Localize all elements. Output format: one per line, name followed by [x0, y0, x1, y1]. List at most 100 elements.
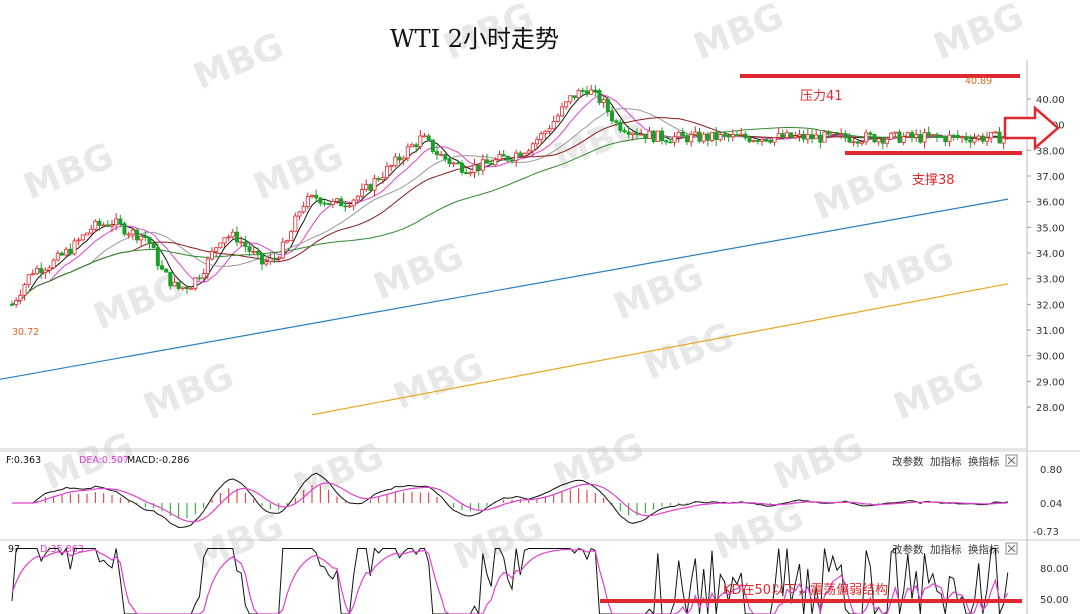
candle-body [351, 199, 356, 207]
watermark-text: MBG [858, 236, 959, 309]
candle-body [243, 241, 248, 248]
candle-body [710, 131, 715, 141]
candle-body [251, 251, 256, 253]
candle-body [164, 268, 169, 273]
candle-body [726, 134, 731, 138]
chart-title: WTI 2小时走势 [390, 25, 559, 53]
macd-btn-params[interactable]: 改参数 [892, 455, 924, 468]
candle-body [339, 198, 344, 207]
candle-body [255, 251, 260, 254]
candle-body [314, 194, 319, 199]
kd-btn-params[interactable]: 改参数 [892, 543, 924, 556]
candle-body [647, 130, 652, 139]
candle-body [614, 120, 619, 123]
ma-slow2-line [11, 117, 1008, 305]
watermark-text: MBG [808, 156, 909, 229]
candlesticks [9, 84, 1010, 308]
candle-body [801, 133, 806, 140]
candle-body [384, 166, 389, 178]
candle-body [297, 211, 302, 217]
candle-body [105, 224, 110, 227]
candle-body [60, 252, 65, 256]
candle-body [247, 246, 252, 252]
kd-lines [11, 547, 1009, 614]
high-price-label: 40.89 [965, 76, 992, 87]
watermark-text: MBG [248, 136, 349, 209]
candle-body [643, 133, 648, 139]
candle-body [914, 134, 919, 138]
candle-body [768, 140, 773, 143]
macd-btn-switch[interactable]: 换指标 [968, 455, 1000, 468]
candle-body [818, 134, 823, 143]
candle-body [851, 141, 856, 144]
candle-body [618, 121, 623, 131]
candle-body [47, 267, 52, 271]
candle-body [68, 248, 73, 255]
candle-body [401, 157, 406, 161]
candle-body [651, 130, 656, 143]
candle-body [997, 131, 1002, 144]
candle-body [405, 146, 410, 159]
candle-body [930, 134, 935, 136]
candle-body [284, 240, 289, 243]
candle-body [955, 134, 960, 138]
kd-btn-add[interactable]: 加指标 [930, 543, 962, 556]
candle-body [134, 229, 139, 241]
candle-body [980, 135, 985, 142]
candle-body [630, 132, 635, 135]
candle-body [960, 136, 965, 139]
macd-panel: F:0.363 DEA:0.507 MACD:-0.286 改参数 加指标 换指… [6, 454, 1062, 538]
candle-body [855, 141, 860, 144]
candle-body [18, 294, 23, 301]
candle-body [555, 115, 560, 122]
candle-body [593, 89, 598, 92]
candle-body [447, 158, 452, 165]
candle-body [139, 235, 144, 241]
candle-body [530, 143, 535, 152]
kd-close-icon[interactable] [1005, 542, 1018, 555]
candle-body [118, 218, 123, 225]
candle-body [664, 140, 669, 143]
kd-btn-switch[interactable]: 换指标 [968, 543, 1000, 556]
candle-body [76, 239, 81, 242]
candle-body [218, 242, 223, 249]
candle-body [522, 152, 527, 157]
watermark-text: MBG [548, 106, 649, 179]
candle-body [280, 241, 285, 259]
candle-body [51, 259, 56, 269]
candle-body [343, 205, 348, 208]
candle-body [430, 139, 435, 152]
macd-ytick-top: 0.80 [1040, 465, 1062, 476]
candle-body [622, 130, 627, 133]
candle-body [560, 106, 565, 117]
candle-body [860, 141, 865, 144]
candle-body [122, 223, 127, 235]
main-ytick: 38.00 [1036, 146, 1065, 157]
candle-body [576, 90, 581, 99]
candle-body [239, 241, 244, 244]
candle-body [234, 231, 239, 243]
candle-body [159, 265, 164, 270]
main-y-axis: 40.0039.0038.0037.0036.0035.0034.0033.00… [1027, 95, 1065, 414]
candle-body [826, 131, 831, 135]
candle-body [276, 257, 281, 260]
candle-body [951, 134, 956, 137]
macd-close-icon[interactable] [1005, 454, 1018, 467]
candle-body [126, 233, 131, 236]
candle-body [97, 220, 102, 226]
candle-body [539, 133, 544, 141]
candle-body [155, 247, 160, 267]
candle-body [585, 90, 590, 95]
candle-body [264, 261, 269, 265]
watermark-text: MBG [708, 496, 809, 569]
candle-body [810, 134, 815, 140]
candle-body [580, 90, 585, 92]
candle-body [330, 200, 335, 205]
candle-body [760, 138, 765, 142]
candle-body [180, 286, 185, 289]
candle-body [368, 184, 373, 191]
candle-body [660, 130, 665, 142]
candle-body [889, 132, 894, 140]
candle-body [926, 132, 931, 136]
macd-btn-add[interactable]: 加指标 [930, 455, 962, 468]
